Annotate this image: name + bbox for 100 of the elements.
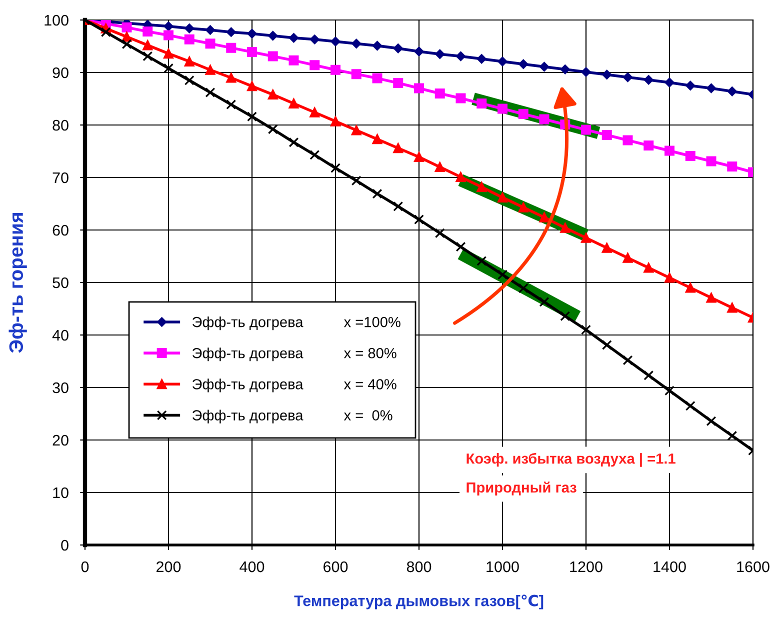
point: [268, 90, 278, 100]
point: [393, 143, 404, 154]
point: [247, 112, 257, 122]
point: [205, 64, 216, 75]
point: [476, 54, 486, 64]
point: [288, 98, 299, 108]
point: [164, 48, 174, 59]
point: [644, 140, 654, 150]
point: [706, 156, 716, 166]
point: [664, 78, 674, 88]
point: [310, 107, 320, 118]
point: [142, 51, 153, 62]
point: [142, 26, 153, 37]
point: [476, 98, 487, 108]
point: [268, 124, 278, 134]
point: [622, 72, 633, 82]
point: [393, 78, 404, 88]
y-tick-label: 30: [52, 382, 68, 394]
point: [644, 370, 654, 380]
point: [372, 73, 382, 84]
point: [602, 130, 612, 140]
y-tick-label: 20: [52, 434, 68, 446]
point: [686, 80, 696, 90]
x-tick-label: 1200: [570, 561, 602, 572]
point: [435, 49, 445, 59]
point: [372, 40, 382, 50]
point: [205, 87, 216, 98]
point: [434, 228, 445, 238]
point: [351, 176, 362, 186]
point: [268, 30, 278, 41]
point: [498, 104, 508, 114]
x-tick-label: 800: [406, 561, 432, 572]
point: [434, 162, 445, 172]
point: [393, 201, 404, 212]
point: [706, 292, 716, 303]
point: [498, 192, 508, 202]
point: [414, 83, 424, 94]
point: [330, 163, 340, 174]
point: [268, 51, 278, 62]
point: [685, 400, 696, 411]
y-tick-label: 80: [52, 120, 68, 131]
x-tick-label: 1000: [486, 561, 519, 572]
point: [622, 135, 633, 146]
point: [330, 64, 340, 75]
point: [560, 311, 570, 322]
y-tick-label: 40: [52, 330, 68, 341]
point: [164, 30, 174, 40]
point: [226, 27, 236, 37]
point: [560, 64, 570, 74]
point: [100, 27, 111, 38]
point: [664, 386, 674, 396]
point: [476, 256, 487, 266]
x-tick-label: 600: [324, 561, 348, 572]
point: [247, 47, 257, 58]
point: [142, 40, 153, 50]
point: [581, 124, 591, 135]
point: [393, 44, 403, 54]
point: [414, 152, 424, 162]
point: [727, 430, 738, 441]
point: [310, 150, 320, 160]
point: [498, 56, 508, 66]
point: [434, 88, 445, 98]
point: [164, 22, 174, 32]
y-tick-label: 60: [52, 224, 68, 236]
point: [330, 36, 340, 46]
point: [685, 150, 696, 161]
x-tick-label: 200: [156, 561, 181, 572]
y-tick-label: 70: [52, 172, 68, 184]
point: [226, 72, 236, 83]
point: [184, 34, 194, 44]
point: [226, 42, 236, 53]
point: [727, 302, 738, 313]
point: [372, 188, 382, 199]
point: [184, 56, 194, 66]
legend-label: Эфф-ть догрева x =100%: [192, 316, 400, 330]
x-tick-label: 1600: [737, 561, 770, 572]
point: [581, 67, 591, 77]
point: [456, 242, 466, 252]
point: [288, 55, 299, 66]
point: [518, 283, 528, 294]
point: [560, 222, 570, 233]
point: [727, 161, 738, 172]
point: [685, 282, 696, 293]
point: [122, 22, 132, 32]
point: [456, 93, 466, 104]
x-axis-title: Температура дымовых газов[℃]: [294, 594, 544, 610]
point: [414, 214, 424, 224]
point: [456, 51, 466, 61]
point: [330, 116, 340, 126]
legend-label: Эфф-ть догрева x = 0%: [192, 410, 392, 424]
point: [372, 134, 382, 144]
point: [184, 75, 194, 86]
y-tick-label: 10: [53, 487, 68, 498]
x-tick-label: 0: [81, 561, 89, 572]
point: [706, 416, 716, 426]
point: [622, 252, 633, 263]
legend-label: Эфф-ть догрева x = 40%: [192, 378, 396, 392]
point: [310, 34, 320, 44]
point: [122, 39, 132, 50]
point: [164, 63, 174, 74]
